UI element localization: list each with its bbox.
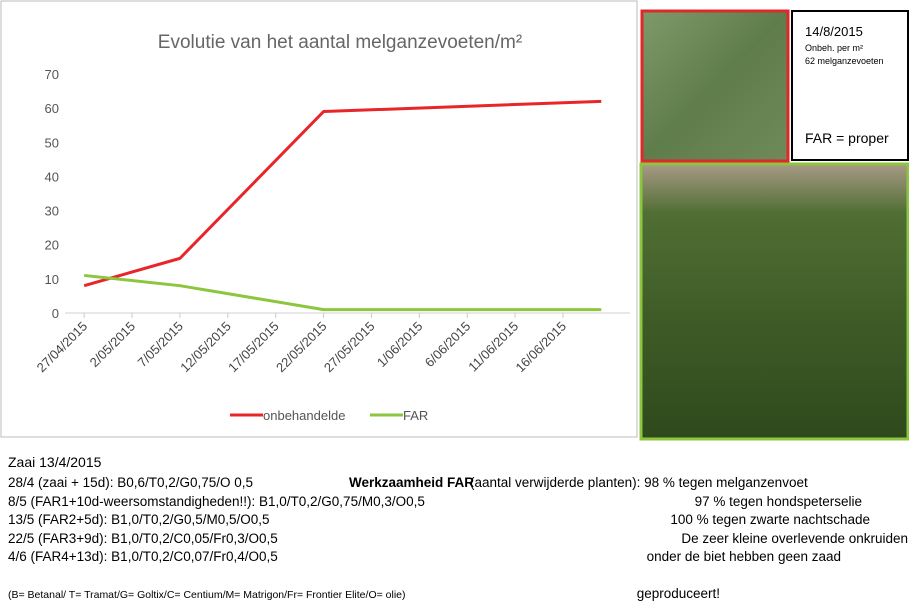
treatment: 28/4 (zaai + 15d): B0,6/T0,2/G0,75/O 0,5	[8, 475, 253, 490]
treatment: 22/5 (FAR3+9d): B1,0/T0,2/C0,05/Fr0,3/O0…	[8, 531, 278, 546]
y-tick-label: 50	[45, 135, 59, 150]
efficacy-line: geproduceert!	[637, 586, 720, 601]
note-line: 62 melganzevoeten	[805, 56, 884, 66]
y-tick-label: 40	[45, 169, 59, 184]
efficacy-line: 97 % tegen hondspeterselie	[695, 494, 862, 509]
y-tick-label: 60	[45, 101, 59, 116]
efficacy-line: 100 % tegen zwarte nachtschade	[670, 512, 870, 527]
y-tick-label: 0	[52, 306, 59, 321]
chart-title: Evolutie van het aantal melganzevoeten/m…	[158, 32, 522, 53]
treatment: 8/5 (FAR1+10d-weersomstandigheden!!): B1…	[8, 494, 425, 509]
y-tick-label: 30	[45, 204, 59, 219]
efficacy-label: Werkzaamheid FAR	[349, 475, 474, 490]
treatment: 4/6 (FAR4+13d): B1,0/T0,2/C0,07/Fr0,4/O0…	[8, 549, 278, 564]
note-far: FAR = proper	[805, 130, 889, 146]
note-line: Onbeh. per m²	[805, 43, 863, 53]
treatment: 13/5 (FAR2+5d): B1,0/T0,2/G0,5/M0,5/O0,5	[8, 512, 270, 527]
legend-label: onbehandelde	[263, 408, 345, 423]
y-tick-label: 70	[45, 67, 59, 82]
slide: 14/8/2015 Onbeh. per m² 62 melganzevoete…	[0, 0, 909, 603]
y-tick-label: 20	[45, 238, 59, 253]
efficacy-line: (aantal verwijderde planten): 98 % tegen…	[470, 475, 808, 490]
chart-frame	[1, 1, 637, 437]
photo-untreated	[642, 11, 788, 161]
efficacy-line: De zeer kleine overlevende onkruiden	[681, 531, 908, 546]
product-legend: (B= Betanal/ T= Tramat/G= Goltix/C= Cent…	[8, 589, 406, 601]
efficacy-line: onder de biet hebben geen zaad	[647, 549, 841, 564]
note-date: 14/8/2015	[805, 24, 863, 39]
sowing: Zaai 13/4/2015	[8, 454, 102, 470]
page: 14/8/2015 Onbeh. per m² 62 melganzevoete…	[0, 0, 909, 608]
y-tick-label: 10	[45, 272, 59, 287]
legend-label: FAR	[403, 408, 428, 423]
photo-far	[641, 164, 908, 439]
